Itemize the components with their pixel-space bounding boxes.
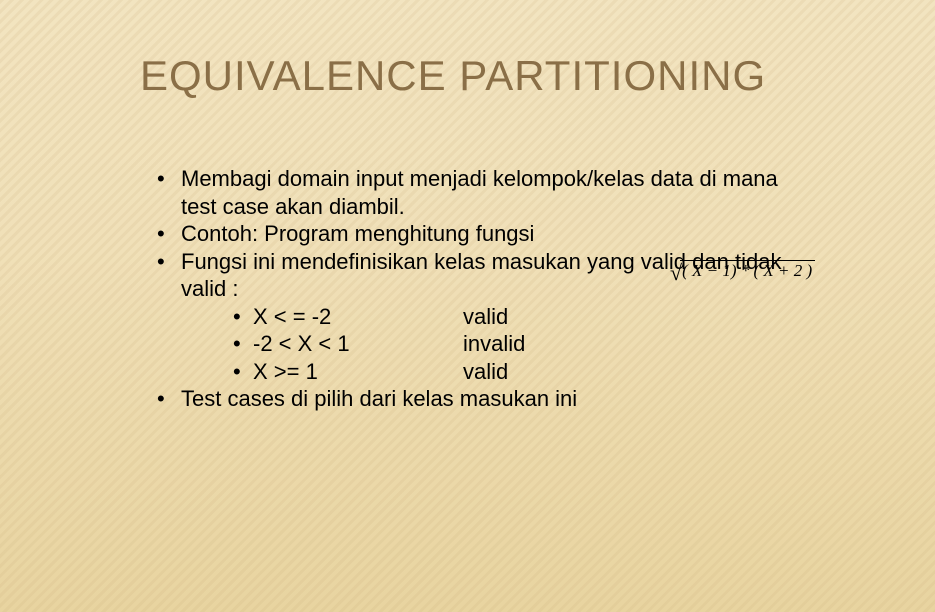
case-condition: -2 < X < 1	[253, 330, 463, 358]
case-condition: X >= 1	[253, 358, 463, 386]
square-root-icon: √( X − 1) * ( X + 2 )	[670, 260, 815, 286]
case-validity: invalid	[463, 330, 525, 358]
bullet-item: Membagi domain input menjadi kelompok/ke…	[145, 165, 805, 220]
sub-bullet-item: X >= 1 valid	[229, 358, 805, 386]
bullet-list: Membagi domain input menjadi kelompok/ke…	[145, 165, 805, 413]
case-validity: valid	[463, 303, 508, 331]
slide-body: Membagi domain input menjadi kelompok/ke…	[145, 165, 805, 413]
formula-expression: ( X − 1) * ( X + 2 )	[680, 260, 815, 281]
sub-bullet-item: X < = -2 valid	[229, 303, 805, 331]
sub-bullet-list: X < = -2 valid -2 < X < 1 invalid X >= 1…	[229, 303, 805, 386]
slide-title: EQUIVALENCE PARTITIONING	[140, 52, 766, 100]
bullet-item: Test cases di pilih dari kelas masukan i…	[145, 385, 805, 413]
bullet-item: Contoh: Program menghitung fungsi	[145, 220, 805, 248]
case-validity: valid	[463, 358, 508, 386]
math-formula: √( X − 1) * ( X + 2 )	[670, 260, 815, 286]
case-condition: X < = -2	[253, 303, 463, 331]
sub-bullet-item: -2 < X < 1 invalid	[229, 330, 805, 358]
